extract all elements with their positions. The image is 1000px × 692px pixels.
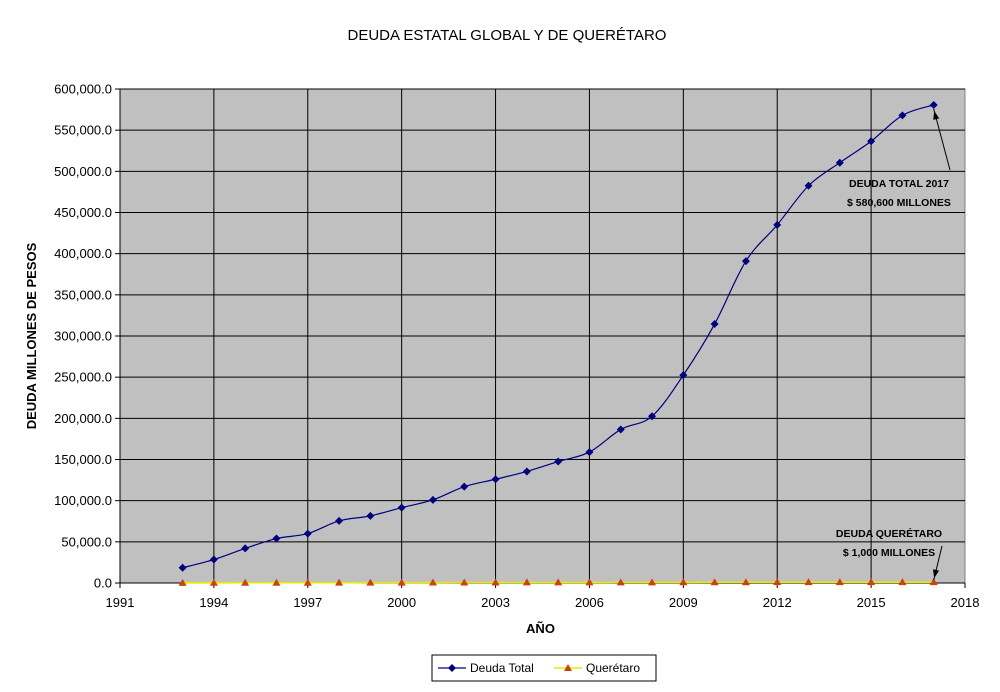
x-tick-label: 2018	[951, 595, 980, 610]
y-tick-label: 100,000.0	[54, 493, 112, 508]
data-point	[460, 578, 469, 586]
data-point	[741, 257, 750, 266]
x-tick-label: 2003	[481, 595, 510, 610]
data-point	[648, 412, 657, 421]
annotations: DEUDA TOTAL 2017$ 580,600 MILLONESDEUDA …	[836, 108, 951, 581]
chart-title: DEUDA ESTATAL GLOBAL Y DE QUERÉTARO	[348, 27, 667, 44]
data-point	[710, 578, 719, 586]
y-tick-label: 300,000.0	[54, 329, 112, 344]
annotation-text: DEUDA QUERÉTARO	[836, 527, 942, 540]
data-point	[616, 425, 625, 434]
series-layer	[178, 100, 938, 586]
y-tick-label: 600,000.0	[54, 82, 112, 97]
y-axis-title: DEUDA MILLONES DE PESOS	[24, 242, 39, 429]
data-point	[428, 495, 437, 504]
data-point	[491, 578, 500, 586]
data-point	[867, 578, 876, 586]
data-point	[835, 158, 844, 167]
data-point	[178, 563, 187, 572]
data-point	[209, 578, 218, 586]
data-point	[741, 578, 750, 586]
legend-box	[431, 654, 657, 682]
x-tick-label: 2006	[575, 595, 604, 610]
data-point	[679, 371, 688, 380]
data-point	[303, 578, 312, 586]
series-deuda-total	[178, 100, 938, 572]
y-tick-label: 500,000.0	[54, 164, 112, 179]
y-tick-label: 450,000.0	[54, 205, 112, 220]
data-point	[303, 529, 312, 538]
data-point	[522, 578, 531, 586]
data-point	[648, 578, 657, 586]
y-tick-label: 0.0	[94, 576, 112, 591]
y-tick-label: 50,000.0	[61, 534, 112, 549]
data-point	[335, 578, 344, 586]
annotation-arrow	[933, 108, 951, 171]
legend-label-deuda-total: Deuda Total	[470, 661, 534, 675]
data-point	[898, 578, 907, 586]
data-point	[898, 111, 907, 120]
x-tick-label: 1997	[293, 595, 322, 610]
data-point	[585, 578, 594, 586]
annotation-text: $ 1,000 MILLONES	[843, 547, 935, 559]
data-point	[804, 181, 813, 190]
data-point	[335, 516, 344, 525]
data-point	[366, 511, 375, 520]
data-point	[522, 467, 531, 476]
annotation-text: DEUDA TOTAL 2017	[849, 178, 949, 190]
y-tick-label: 350,000.0	[54, 287, 112, 302]
series-queretaro	[178, 578, 938, 586]
data-point	[554, 457, 563, 466]
legend-marker-deuda-total	[448, 664, 456, 672]
data-point	[241, 544, 250, 553]
legend-marker-queretaro	[564, 664, 572, 671]
annotation-arrowhead	[933, 569, 940, 579]
data-point	[241, 578, 250, 586]
y-tick-label: 250,000.0	[54, 370, 112, 385]
y-tick-label: 400,000.0	[54, 246, 112, 261]
data-point	[397, 503, 406, 512]
y-tick-label: 150,000.0	[54, 452, 112, 467]
x-tick-label: 2012	[763, 595, 792, 610]
annotation-arrowhead	[933, 110, 940, 120]
data-point	[929, 578, 938, 586]
data-point	[272, 534, 281, 543]
data-point	[491, 475, 500, 484]
data-point	[616, 578, 625, 586]
y-tick-label: 550,000.0	[54, 123, 112, 138]
x-tick-label: 2000	[387, 595, 416, 610]
data-point	[679, 578, 688, 586]
legend-label-queretaro: Querétaro	[586, 661, 640, 675]
x-tick-label: 1994	[199, 595, 228, 610]
data-point	[804, 578, 813, 586]
x-axis-title: AÑO	[526, 621, 555, 636]
y-tick-label: 200,000.0	[54, 411, 112, 426]
data-point	[585, 448, 594, 457]
y-axis: 0.0 50,000.0 100,000.0 150,000.0 200,000.0 25…	[54, 82, 121, 591]
data-point	[929, 100, 938, 109]
data-point	[178, 578, 187, 586]
legend: Deuda Total Querétaro	[431, 654, 657, 682]
annotation: DEUDA QUERÉTARO $ 1,000 MILLONES	[836, 527, 943, 581]
data-point	[366, 578, 375, 586]
x-axis: 1991 1994 1997 2000 2003 2006 2009 2012 2015 2018	[106, 582, 980, 610]
data-point	[773, 220, 782, 229]
x-tick-label: 2009	[669, 595, 698, 610]
data-point	[867, 137, 876, 146]
data-point	[554, 578, 563, 586]
data-point	[773, 578, 782, 586]
data-point	[460, 482, 469, 491]
data-point	[710, 320, 719, 329]
data-point	[272, 578, 281, 586]
x-tick-label: 1991	[106, 595, 135, 610]
data-point	[209, 555, 218, 564]
annotation: DEUDA TOTAL 2017 $ 580,600 MILLONES	[847, 108, 951, 209]
data-point	[428, 578, 437, 586]
data-point	[835, 578, 844, 586]
x-tick-label: 2015	[857, 595, 886, 610]
data-point	[397, 578, 406, 586]
annotation-text: $ 580,600 MILLONES	[847, 197, 951, 209]
